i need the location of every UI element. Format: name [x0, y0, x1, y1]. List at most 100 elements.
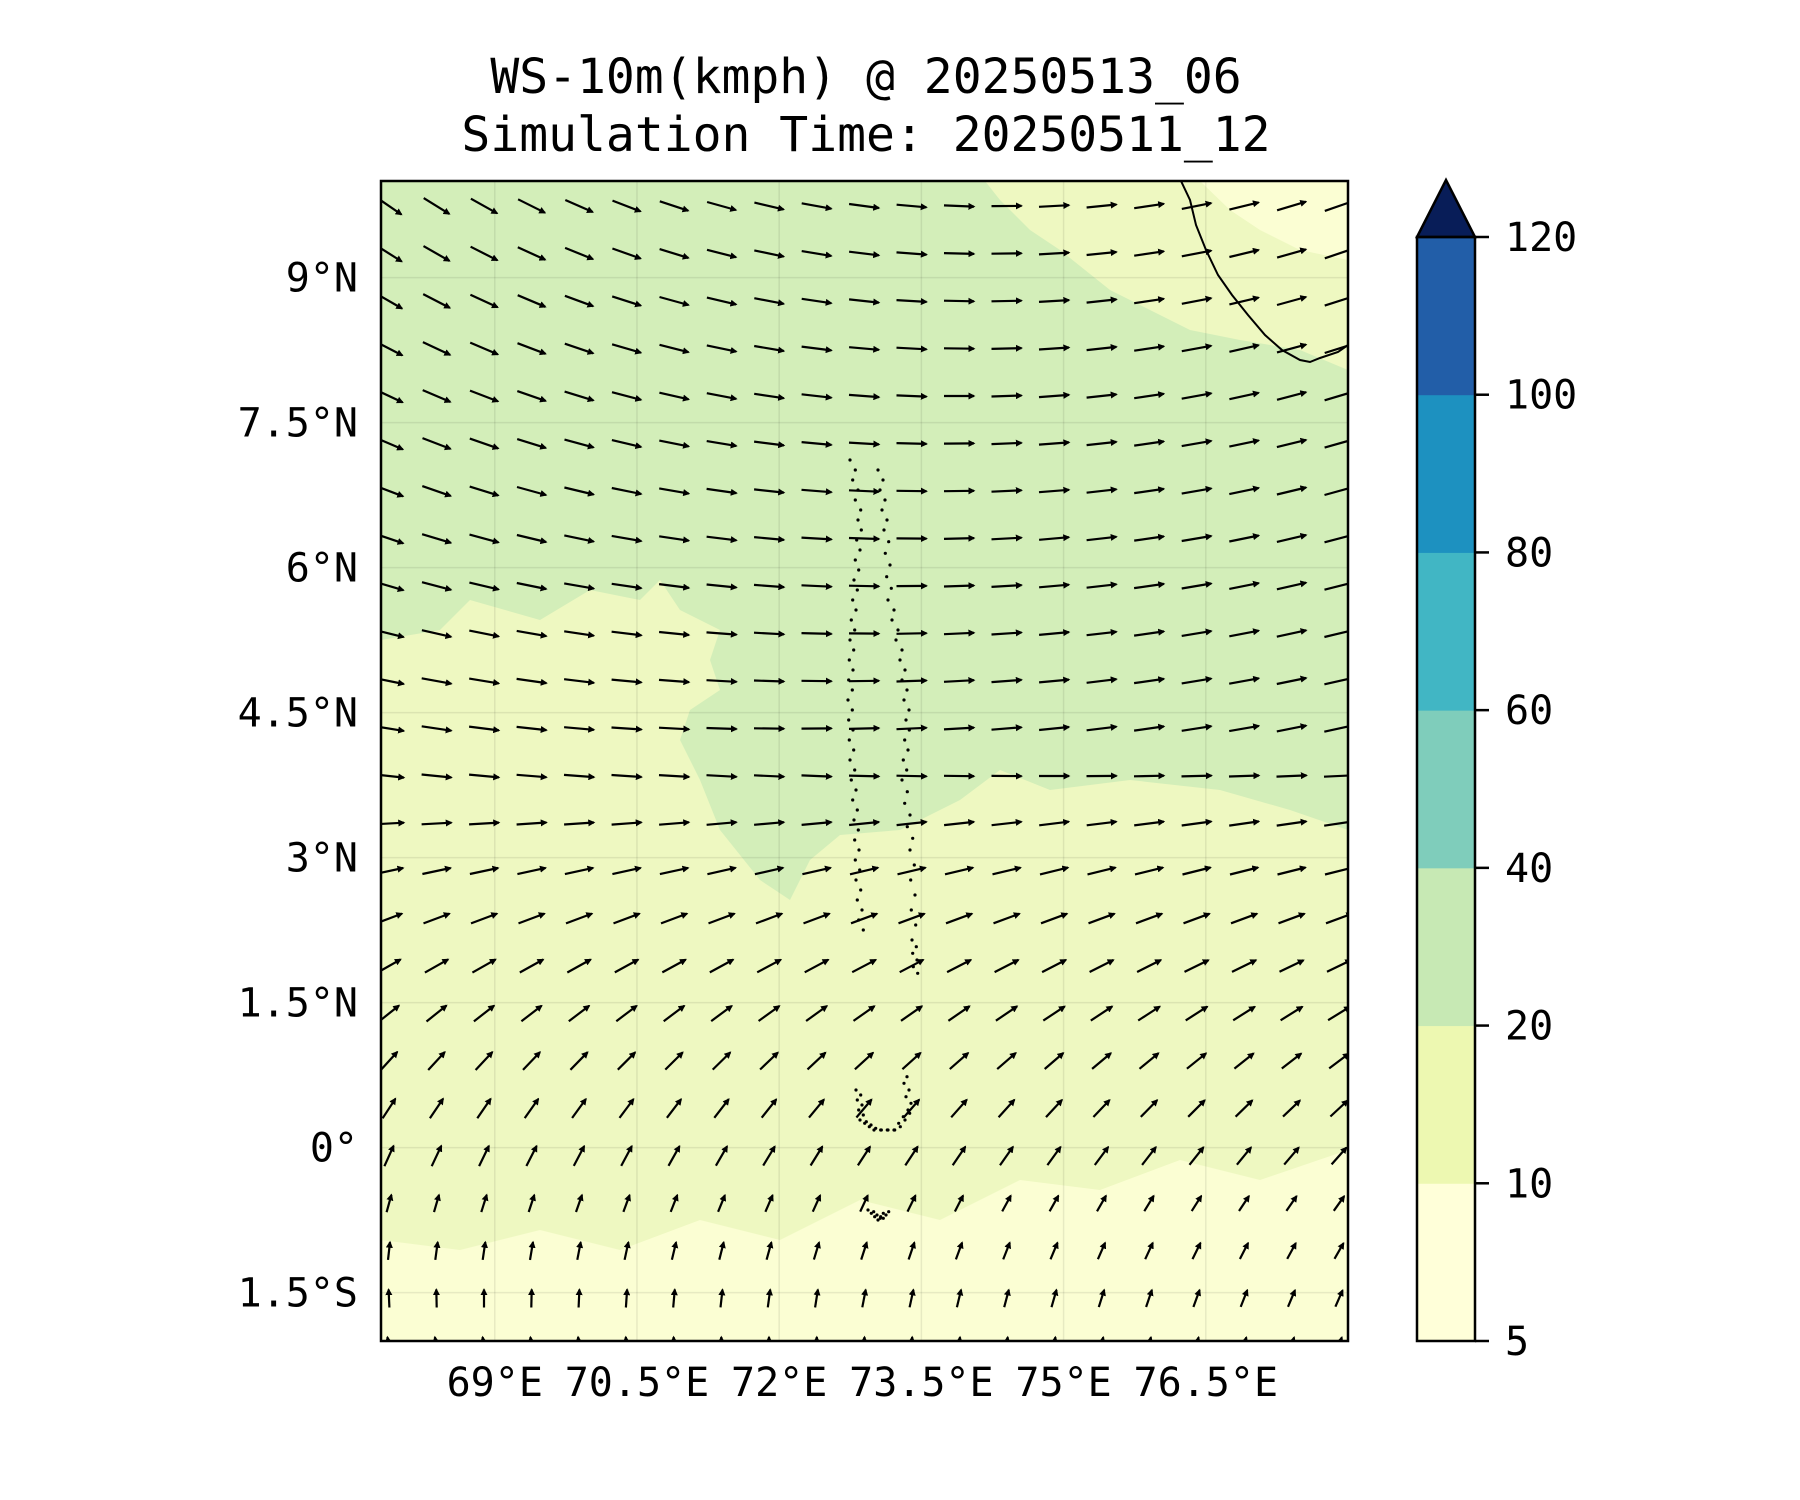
- wind-vector-arrow: [1324, 199, 1348, 212]
- wind-vector-arrow: [801, 488, 833, 496]
- wind-vector-arrow: [1229, 295, 1260, 306]
- atoll-dot: [900, 678, 904, 682]
- atoll-dot: [902, 1081, 906, 1085]
- atoll-dot: [881, 1211, 885, 1215]
- wind-vector-arrow: [1181, 343, 1213, 353]
- wind-vector-arrow: [1183, 912, 1211, 925]
- wind-vector-arrow: [613, 912, 641, 925]
- wind-vector-arrow: [666, 1098, 682, 1119]
- atoll-dot: [904, 718, 908, 722]
- wind-vector-arrow: [801, 772, 833, 780]
- wind-vector-arrow: [849, 865, 880, 876]
- wind-vector-arrow: [1038, 296, 1071, 304]
- wind-vector-arrow: [1327, 1006, 1348, 1022]
- wind-vector-arrow: [468, 725, 501, 734]
- wind-vector-arrow: [943, 250, 976, 258]
- atoll-dot: [881, 478, 885, 482]
- wind-vector-arrow: [801, 393, 833, 401]
- wind-vector-arrow: [564, 342, 595, 355]
- wind-vector-arrow: [1145, 1288, 1154, 1308]
- atoll-dot: [873, 1215, 877, 1219]
- atoll-dot: [858, 1118, 862, 1122]
- wind-vector-arrow: [1039, 865, 1070, 876]
- wind-vector-arrow: [1086, 296, 1118, 304]
- wind-vector-arrow: [1133, 723, 1166, 732]
- wind-vector-arrow: [1134, 818, 1166, 827]
- wind-vector-arrow: [422, 437, 452, 451]
- wind-vector-arrow: [618, 1097, 635, 1119]
- wind-vector-arrow: [992, 865, 1022, 876]
- colorbar-segment: [1417, 237, 1475, 396]
- wind-vector-arrow: [1185, 1005, 1209, 1022]
- atoll-dot: [857, 568, 861, 572]
- wind-vector-arrow: [664, 1051, 684, 1071]
- wind-vector-arrow: [469, 485, 500, 498]
- wind-vector-arrow: [801, 440, 833, 448]
- atoll-dot: [853, 768, 857, 772]
- wind-vector-arrow: [611, 486, 643, 497]
- wind-vector-arrow: [860, 1335, 868, 1341]
- wind-vector-arrow: [896, 629, 928, 637]
- wind-vector-arrow: [1238, 1194, 1250, 1212]
- wind-vector-arrow: [801, 202, 833, 212]
- wind-vector-arrow: [611, 343, 643, 355]
- wind-vector-arrow: [906, 1194, 917, 1213]
- wind-vector-arrow: [706, 630, 738, 638]
- wind-vector-arrow: [1276, 723, 1308, 733]
- wind-vector-arrow: [564, 294, 595, 308]
- atoll-dot: [906, 1108, 910, 1112]
- wind-vector-arrow: [1096, 1241, 1107, 1260]
- wind-vector-arrow: [951, 1145, 967, 1166]
- wind-vector-arrow: [1277, 865, 1307, 876]
- wind-vector-arrow: [1134, 201, 1166, 210]
- wind-vector-arrow: [991, 344, 1023, 352]
- wind-vector-arrow: [1332, 1195, 1346, 1212]
- atoll-dot: [883, 498, 887, 502]
- wind-vector-arrow: [481, 1240, 488, 1261]
- atoll-dot: [847, 658, 851, 662]
- wind-vector-arrow: [1141, 1145, 1157, 1166]
- wind-vector-arrow: [381, 630, 405, 640]
- wind-vector-arrow: [1038, 344, 1071, 352]
- wind-vector-arrow: [381, 582, 405, 593]
- atoll-dot: [848, 458, 852, 462]
- atoll-dot: [859, 528, 863, 532]
- atoll-dot: [847, 738, 851, 742]
- wind-vector-arrow: [1229, 580, 1261, 590]
- wind-vector-arrow: [1086, 344, 1118, 352]
- atoll-dot: [852, 748, 856, 752]
- wind-vector-arrow: [381, 295, 404, 310]
- atoll-dot: [851, 598, 855, 602]
- colorbar-tick-label: 40: [1505, 846, 1553, 892]
- atoll-dot: [879, 1128, 883, 1132]
- wind-vector-arrow: [706, 440, 738, 449]
- lat-tick-label: 1.5°N: [238, 981, 358, 1027]
- wind-vector-arrow: [898, 912, 926, 925]
- wind-vector-arrow: [1181, 628, 1213, 637]
- wind-vector-arrow: [1134, 533, 1166, 542]
- wind-vector-arrow: [430, 1144, 443, 1167]
- atoll-dot: [859, 888, 863, 892]
- wind-vector-arrow: [1324, 389, 1348, 402]
- wind-vector-arrow: [1279, 959, 1305, 973]
- wind-vector-arrow: [564, 534, 596, 544]
- wind-vector-arrow: [1283, 1146, 1300, 1166]
- wind-vector-arrow: [765, 1288, 773, 1308]
- wind-vector-arrow: [1096, 1194, 1107, 1212]
- wind-vector-arrow: [381, 726, 406, 734]
- atoll-dot: [883, 551, 887, 555]
- wind-vector-arrow: [855, 1098, 873, 1119]
- atoll-dot: [911, 965, 915, 969]
- wind-vector-arrow: [1324, 627, 1348, 639]
- wind-vector-arrow: [856, 1145, 872, 1166]
- wind-vector-arrow: [808, 1098, 825, 1119]
- wind-vector-arrow: [908, 1335, 916, 1341]
- wind-vector-arrow: [902, 1098, 921, 1119]
- wind-vector-arrow: [517, 342, 547, 356]
- wind-vector-arrow: [1334, 1289, 1344, 1308]
- wind-vector-arrow: [1324, 342, 1348, 355]
- wind-vector-arrow: [848, 440, 881, 448]
- atoll-dot: [905, 768, 909, 772]
- atoll-dot: [904, 1095, 908, 1099]
